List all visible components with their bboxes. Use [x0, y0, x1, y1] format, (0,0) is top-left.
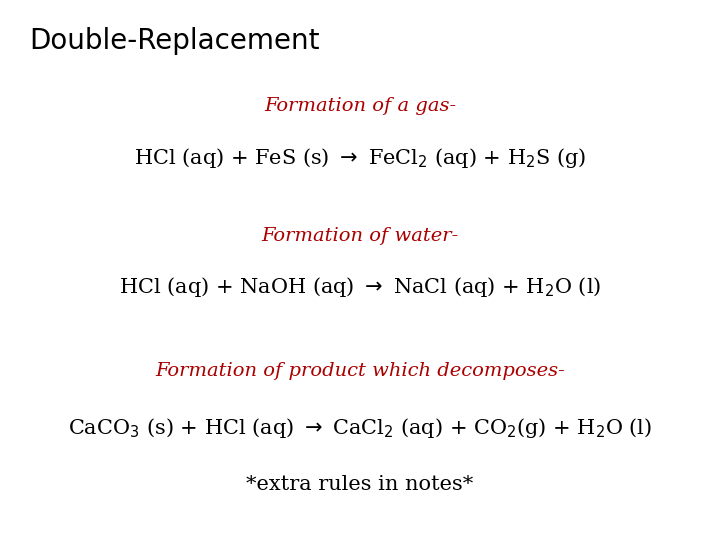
Text: Formation of product which decomposes-: Formation of product which decomposes-: [155, 362, 565, 380]
Text: Double-Replacement: Double-Replacement: [29, 27, 319, 55]
Text: HCl (aq) + FeS (s) $\rightarrow$ FeCl$_2$ (aq) + H$_2$S (g): HCl (aq) + FeS (s) $\rightarrow$ FeCl$_2…: [134, 146, 586, 170]
Text: CaCO$_3$ (s) + HCl (aq) $\rightarrow$ CaCl$_2$ (aq) + CO$_2$(g) + H$_2$O (l): CaCO$_3$ (s) + HCl (aq) $\rightarrow$ Ca…: [68, 416, 652, 440]
Text: Formation of water-: Formation of water-: [261, 227, 459, 245]
Text: Formation of a gas-: Formation of a gas-: [264, 97, 456, 115]
Text: HCl (aq) + NaOH (aq) $\rightarrow$ NaCl (aq) + H$_2$O (l): HCl (aq) + NaOH (aq) $\rightarrow$ NaCl …: [119, 275, 601, 299]
Text: *extra rules in notes*: *extra rules in notes*: [246, 475, 474, 494]
